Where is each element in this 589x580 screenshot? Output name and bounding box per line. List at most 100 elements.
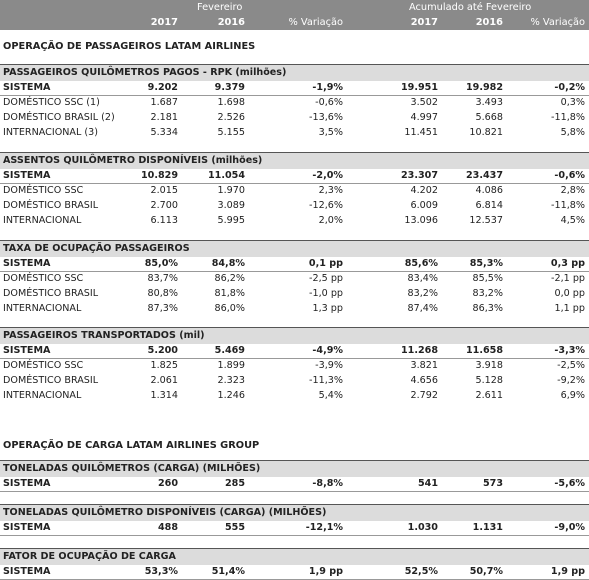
variation-ytd: -2,1 pp — [551, 273, 585, 284]
table-row: SISTEMA 85,0% 84,8% 0,1 pp 85,6% 85,3% 0,3 pp — [0, 256, 589, 272]
value-2017-ytd: 2.792 — [410, 390, 438, 401]
row-label: SISTEMA — [3, 82, 51, 93]
passenger-operations-title: OPERAÇÃO DE PASSAGEIROS LATAM AIRLINES — [3, 41, 256, 52]
value-2017-month: 10.829 — [140, 170, 178, 181]
header-variation-month: % Variação — [288, 17, 343, 28]
value-2017-ytd: 19.951 — [400, 82, 438, 93]
value-2016-ytd: 12.537 — [469, 215, 503, 226]
value-2016-month: 86,2% — [214, 273, 245, 284]
variation-ytd: 2,8% — [560, 185, 585, 196]
value-2017-month: 2.015 — [150, 185, 178, 196]
variation-ytd: -2,5% — [557, 360, 585, 371]
value-2016-month: 9.379 — [214, 82, 245, 93]
row-label: SISTEMA — [3, 345, 51, 356]
variation-month: -13,6% — [309, 112, 343, 123]
value-2016-month: 81,8% — [214, 288, 245, 299]
variation-ytd: -11,8% — [551, 200, 585, 211]
table-row: SISTEMA 488 555 -12,1% 1.030 1.131 -9,0% — [0, 520, 589, 536]
value-2016-month: 1.970 — [217, 185, 245, 196]
variation-month: 1,9 pp — [308, 566, 343, 577]
variation-ytd: -0,2% — [554, 82, 585, 93]
variation-ytd: 0,3% — [560, 97, 585, 108]
value-2016-month: 2.323 — [217, 375, 245, 386]
value-2017-ytd: 3.502 — [410, 97, 438, 108]
section-title: PASSAGEIROS TRANSPORTADOS (mil) — [3, 330, 205, 341]
row-label: DOMÉSTICO SSC — [3, 273, 84, 284]
section-header: ASSENTOS QUILÔMETRO DISPONÍVEIS (milhões… — [0, 152, 589, 169]
value-2016-ytd: 5.128 — [475, 375, 503, 386]
row-label: DOMÉSTICO SSC — [3, 360, 84, 371]
table-row: DOMÉSTICO SSC 1.825 1.899 -3,9% 3.821 3.918 -2… — [0, 358, 589, 373]
header-year-2016-ytd: 2016 — [475, 17, 503, 28]
variation-month: -11,3% — [309, 375, 343, 386]
value-2016-ytd: 573 — [482, 478, 503, 489]
value-2017-month: 2.700 — [150, 200, 178, 211]
value-2016-month: 1.698 — [217, 97, 245, 108]
value-2017-ytd: 23.307 — [400, 170, 438, 181]
value-2017-ytd: 83,2% — [407, 288, 438, 299]
variation-ytd: -0,6% — [554, 170, 585, 181]
variation-ytd: -5,6% — [554, 478, 585, 489]
table-row: INTERNACIONAL (3) 5.334 5.155 3,5% 11.451 10.… — [0, 125, 589, 140]
header-group-acumulado: Acumulado até Fevereiro — [409, 2, 532, 13]
value-2017-month: 1.314 — [150, 390, 178, 401]
table-row: DOMÉSTICO SSC 2.015 1.970 2,3% 4.202 4.086 2,8… — [0, 183, 589, 198]
value-2017-ytd: 13.096 — [404, 215, 438, 226]
value-2016-ytd: 1.131 — [472, 522, 503, 533]
table-row: INTERNACIONAL 87,3% 86,0% 1,3 pp 87,4% 86,3% 1… — [0, 301, 589, 316]
variation-month: 1,3 pp — [312, 303, 344, 314]
variation-month: 0,1 pp — [308, 258, 343, 269]
value-2016-ytd: 3.493 — [475, 97, 503, 108]
row-label: DOMÉSTICO BRASIL (2) — [3, 112, 115, 123]
row-label: SISTEMA — [3, 522, 51, 533]
value-2017-ytd: 87,4% — [407, 303, 438, 314]
value-2017-ytd: 11.451 — [404, 127, 438, 138]
value-2016-month: 84,8% — [211, 258, 245, 269]
table-row: DOMÉSTICO BRASIL 2.061 2.323 -11,3% 4.656 5.1… — [0, 373, 589, 388]
value-2017-ytd: 85,6% — [404, 258, 438, 269]
value-2016-ytd: 85,3% — [469, 258, 503, 269]
variation-ytd: -9,0% — [554, 522, 585, 533]
row-label: DOMÉSTICO BRASIL — [3, 288, 99, 299]
value-2016-month: 51,4% — [211, 566, 245, 577]
variation-ytd: 6,9% — [560, 390, 585, 401]
value-2017-month: 80,8% — [147, 288, 178, 299]
value-2016-ytd: 83,2% — [472, 288, 503, 299]
row-label: DOMÉSTICO SSC — [3, 185, 84, 196]
value-2016-month: 5.995 — [217, 215, 245, 226]
value-2016-ytd: 50,7% — [469, 566, 503, 577]
header-group-fevereiro: Fevereiro — [197, 2, 243, 13]
value-2017-month: 85,0% — [144, 258, 178, 269]
value-2017-month: 1.687 — [150, 97, 178, 108]
value-2016-ytd: 11.658 — [465, 345, 503, 356]
cargo-operations-title: OPERAÇÃO DE CARGA LATAM AIRLINES GROUP — [3, 440, 260, 451]
row-label: DOMÉSTICO BRASIL — [3, 200, 99, 211]
variation-month: 5,4% — [318, 390, 343, 401]
value-2016-ytd: 3.918 — [475, 360, 503, 371]
section-header: TONELADAS QUILÔMETRO DISPONÍVEIS (CARGA)… — [0, 504, 589, 521]
variation-ytd: 1,9 pp — [550, 566, 585, 577]
header-year-2016-month: 2016 — [217, 17, 245, 28]
value-2017-ytd: 52,5% — [404, 566, 438, 577]
section-title: TAXA DE OCUPAÇÃO PASSAGEIROS — [3, 243, 190, 254]
value-2016-month: 2.526 — [217, 112, 245, 123]
section-header: PASSAGEIROS QUILÔMETROS PAGOS - RPK (mil… — [0, 64, 589, 81]
section-header: FATOR DE OCUPAÇÃO DE CARGA — [0, 548, 589, 565]
variation-month: -3,9% — [315, 360, 343, 371]
row-label: INTERNACIONAL (3) — [3, 127, 98, 138]
table-row: SISTEMA 9.202 9.379 -1,9% 19.951 19.982 -0,2% — [0, 80, 589, 96]
value-2017-ytd: 1.030 — [407, 522, 438, 533]
table-row: DOMÉSTICO BRASIL (2) 2.181 2.526 -13,6% 4.99… — [0, 110, 589, 125]
value-2017-month: 53,3% — [144, 566, 178, 577]
variation-ytd: 5,8% — [560, 127, 585, 138]
value-2017-ytd: 4.202 — [410, 185, 438, 196]
table-row: DOMÉSTICO SSC (1) 1.687 1.698 -0,6% 3.502 3.4… — [0, 95, 589, 110]
variation-ytd: -9,2% — [557, 375, 585, 386]
row-label: SISTEMA — [3, 258, 51, 269]
value-2017-ytd: 3.821 — [410, 360, 438, 371]
value-2016-month: 5.155 — [217, 127, 245, 138]
value-2017-month: 2.181 — [150, 112, 178, 123]
value-2017-ytd: 541 — [417, 478, 438, 489]
value-2017-month: 488 — [157, 522, 178, 533]
